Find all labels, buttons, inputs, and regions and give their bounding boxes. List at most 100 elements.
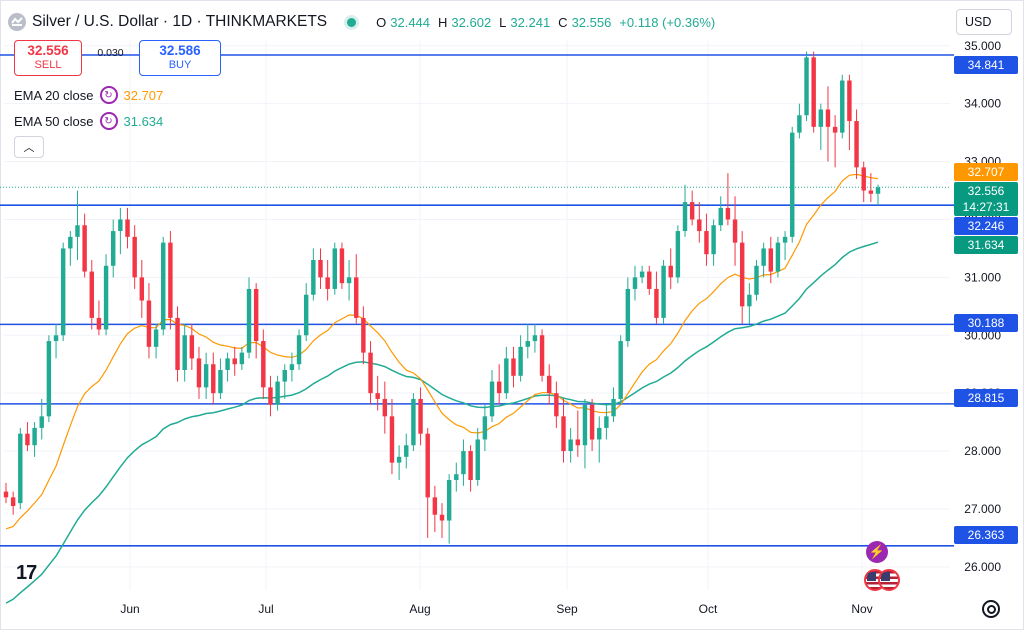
candle-body [89, 271, 94, 318]
candle [68, 231, 73, 266]
candle-body [611, 398, 616, 417]
candle [854, 109, 859, 179]
candle [168, 231, 173, 330]
candle [103, 254, 109, 336]
sell-label: SELL [34, 59, 62, 71]
us-flag-icon[interactable] [878, 569, 900, 591]
candle [775, 236, 781, 278]
candle [618, 335, 623, 405]
candle [282, 364, 287, 399]
candle [10, 491, 16, 515]
candle [110, 219, 116, 278]
ema20-series [5, 173, 879, 530]
hline-tag-4: 28.815 [954, 389, 1018, 407]
candle [747, 283, 752, 324]
x-tick-label: Aug [409, 602, 430, 616]
candle-body [318, 260, 323, 278]
candle [439, 503, 445, 538]
candle [496, 364, 502, 405]
candle [153, 323, 159, 359]
candle [525, 323, 530, 359]
candle [597, 416, 602, 463]
candle-body [539, 335, 545, 376]
candle-body [282, 370, 287, 382]
candle [675, 225, 681, 284]
candle-body [561, 416, 566, 452]
candle-body [296, 335, 302, 365]
candle [847, 74, 852, 150]
candle [732, 196, 738, 266]
candle [518, 335, 523, 382]
candle [132, 225, 137, 289]
market-open-icon [347, 17, 357, 27]
candle [511, 346, 516, 388]
candle [53, 323, 59, 359]
candle-body [775, 242, 781, 272]
candle-body [654, 288, 659, 318]
candle-body [168, 242, 173, 318]
candle-body [289, 364, 295, 370]
candle [654, 271, 659, 324]
buy-button[interactable]: 32.586 BUY [139, 40, 221, 76]
candle [118, 207, 123, 255]
candle [482, 404, 488, 452]
silver-symbol-icon [8, 13, 26, 31]
sell-button[interactable]: 32.556 SELL [14, 40, 82, 76]
candle-body [847, 80, 852, 122]
candle-body [532, 335, 538, 342]
loading-icon: ↻ [99, 112, 118, 130]
candle [60, 242, 66, 342]
y-tick-label: 27.000 [964, 502, 1001, 516]
candle [82, 213, 87, 278]
candle-body [582, 404, 588, 446]
candle-body [489, 381, 495, 417]
candle [754, 260, 759, 301]
candle [704, 213, 709, 266]
high-value: 32.602 [451, 14, 492, 30]
candle-body [511, 358, 516, 376]
candle [625, 277, 631, 347]
candle [382, 381, 388, 434]
candle-body [668, 265, 673, 278]
currency-selector[interactable]: USD [956, 9, 1012, 35]
candle-body [725, 207, 731, 220]
candle [811, 51, 816, 133]
candle [461, 439, 466, 486]
symbol-title[interactable]: Silver / U.S. Dollar · 1D · THINKMARKETS [32, 13, 328, 30]
candle [425, 427, 430, 538]
candle [611, 387, 616, 423]
candle [739, 231, 745, 324]
candle-body [46, 341, 52, 417]
candle-body [697, 219, 702, 232]
candle-body [718, 207, 723, 226]
collapse-legend-button[interactable]: ︿ [14, 136, 44, 158]
time-axis: Jun Jul Aug Sep Oct Nov [120, 602, 872, 616]
candle [354, 254, 359, 324]
candle-body [110, 231, 116, 266]
gear-icon[interactable] [982, 600, 1000, 618]
candle-body [25, 433, 30, 446]
ema20-value: 32.707 [123, 87, 164, 103]
candle [689, 190, 695, 226]
candle [139, 260, 145, 318]
candle-body [632, 277, 638, 289]
candle-body [196, 358, 202, 388]
candle-body [3, 491, 9, 498]
candle [232, 346, 237, 376]
indicator-ema20[interactable]: EMA 20 close ↻ 32.707 [14, 85, 163, 105]
candle [697, 202, 702, 243]
candle-body [554, 393, 559, 417]
ohlc-values: O 32.444 H 32.602 L 32.241 C 32.556 +0.118 (… [376, 15, 719, 30]
candle-body [10, 497, 16, 507]
indicator-ema50[interactable]: EMA 50 close ↻ 31.634 [14, 111, 163, 131]
candle-body [754, 265, 759, 295]
candle [275, 375, 280, 411]
candle [332, 242, 338, 295]
candle-body [368, 352, 373, 394]
candle [411, 393, 416, 452]
lightning-icon[interactable]: ⚡ [866, 541, 888, 563]
candle-body [32, 427, 37, 446]
tradingview-logo[interactable]: 17 [16, 562, 37, 584]
candle-body [60, 248, 66, 336]
candle [375, 375, 380, 411]
